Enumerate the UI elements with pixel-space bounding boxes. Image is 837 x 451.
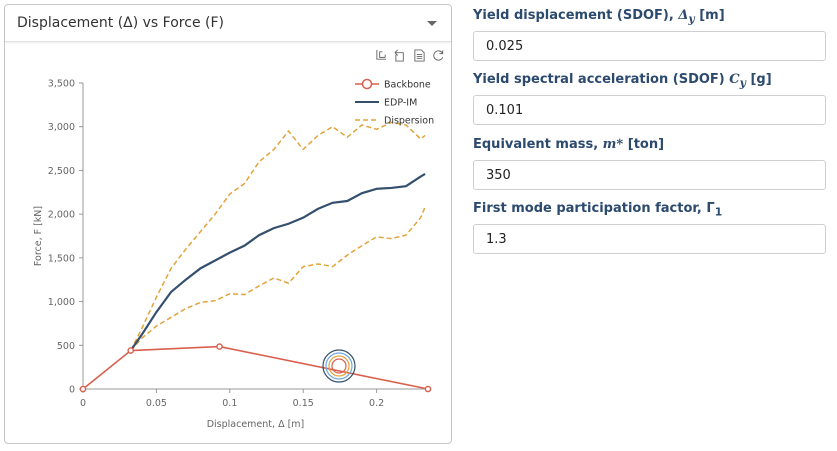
x-tick-label: 0 xyxy=(80,398,86,409)
edp-im-line xyxy=(129,172,426,352)
yield-displacement-label: Yield displacement (SDOF), Δy [m] xyxy=(473,8,725,26)
yield-spectral-acceleration-label: Yield spectral acceleration (SDOF) Cy [g… xyxy=(473,72,772,90)
cursor-indicator-icon xyxy=(325,352,353,380)
y-axis-title: Force, F [kN] xyxy=(33,206,44,266)
data-view-icon[interactable] xyxy=(411,47,428,64)
backbone-point xyxy=(216,343,223,350)
y-tick-label: 3,500 xyxy=(48,79,75,90)
backbone-line xyxy=(82,345,429,390)
y-tick-label: 2,500 xyxy=(48,166,75,177)
zoom-icon[interactable] xyxy=(373,47,390,64)
y-tick-label: 500 xyxy=(57,341,75,352)
dispersion-lower-line xyxy=(130,206,426,352)
cursor-indicator-icon xyxy=(322,349,356,383)
backbone-point xyxy=(79,385,87,393)
legend-backbone-label: Backbone xyxy=(384,80,431,91)
dispersion-upper-line xyxy=(130,121,426,351)
restore-icon[interactable] xyxy=(430,47,447,64)
x-tick-label: 0.05 xyxy=(146,398,167,409)
y-tick-label: 0 xyxy=(69,385,75,396)
cursor-indicator-icon xyxy=(328,355,350,377)
equivalent-mass-label: Equivalent mass, m* [ton] xyxy=(473,137,665,152)
legend-backbone-marker xyxy=(361,78,373,90)
x-axis-title: Displacement, Δ [m] xyxy=(207,419,305,430)
participation-factor-label: First mode participation factor, Γ1 xyxy=(473,201,723,219)
x-tick-label: 0.2 xyxy=(369,398,384,409)
chevron-down-icon[interactable] xyxy=(427,20,437,26)
chart-selector[interactable]: Displacement (Δ) vs Force (F) xyxy=(5,5,451,42)
y-tick-label: 2,000 xyxy=(48,210,75,221)
backbone-point xyxy=(127,347,135,354)
force-displacement-chart: 0 500 1,000 1,500 2,000 2,500 3,000 3,500 0 0.05 0… xyxy=(33,78,434,431)
backbone-point xyxy=(424,385,432,393)
chart-toolbar xyxy=(373,47,447,64)
x-tick-label: 0.1 xyxy=(222,398,237,409)
y-tick-label: 1,500 xyxy=(48,253,75,264)
y-tick-label: 1,000 xyxy=(48,297,75,308)
participation-factor-input[interactable] xyxy=(473,224,826,254)
equivalent-mass-input[interactable] xyxy=(473,160,826,190)
chart-panel: Displacement (Δ) vs Force (F) 0 500 1,000 1… xyxy=(4,4,452,444)
legend-edp-label: EDP-IM xyxy=(384,98,417,109)
cursor-indicator-icon xyxy=(331,358,347,374)
yield-spectral-acceleration-input[interactable] xyxy=(473,95,826,125)
chart-title: Displacement (Δ) vs Force (F) xyxy=(17,15,224,31)
yield-displacement-input[interactable] xyxy=(473,31,826,61)
x-tick-label: 0.15 xyxy=(293,398,314,409)
y-tick-label: 3,000 xyxy=(48,122,75,133)
legend-dispersion-label: Dispersion xyxy=(384,116,434,127)
zoom-reset-icon[interactable] xyxy=(392,47,409,64)
